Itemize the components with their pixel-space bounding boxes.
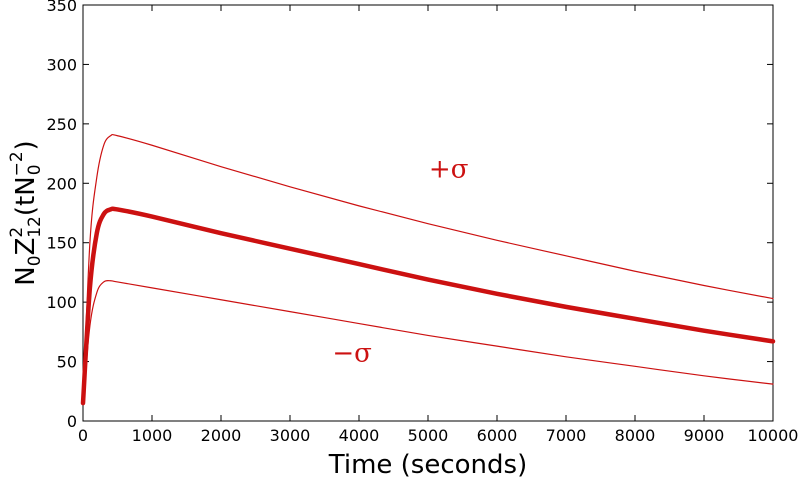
x-tick-label: 1000 — [132, 426, 173, 445]
x-tick-label: 8000 — [615, 426, 656, 445]
x-tick-label: 4000 — [339, 426, 380, 445]
y-label-base: N — [11, 266, 41, 285]
x-axis-label: Time (seconds) — [328, 450, 527, 480]
y-tick-label: 300 — [46, 55, 77, 74]
x-tick-label: 2000 — [201, 426, 242, 445]
y-axis-ticks: 0 50 100 150 200 250 300 350 — [46, 0, 773, 431]
y-label-inner-sup: −2 — [7, 151, 27, 176]
x-tick-label: 5000 — [408, 426, 449, 445]
y-tick-label: 200 — [46, 174, 77, 193]
y-label-var-sup: 2 — [7, 227, 27, 238]
series-layer — [80, 133, 776, 406]
x-tick-label: 0 — [78, 426, 88, 445]
x-tick-label: 3000 — [270, 426, 311, 445]
series-line-upper — [82, 133, 774, 404]
y-label-base-sub: 0 — [25, 255, 45, 266]
y-label-close: ) — [11, 140, 41, 150]
y-tick-label: 350 — [46, 0, 77, 15]
plot-area-border — [82, 4, 774, 422]
y-label-inner-sub: 0 — [25, 164, 45, 175]
x-tick-label: 10000 — [748, 426, 799, 445]
y-tick-label: 100 — [46, 293, 77, 312]
annotation-label: −σ — [332, 339, 372, 369]
series-line-mean — [80, 206, 776, 406]
y-tick-label: 250 — [46, 115, 77, 134]
y-tick-label: 50 — [57, 353, 77, 372]
y-label-var: Z — [11, 238, 41, 256]
y-label-var-sub: 12 — [25, 216, 45, 238]
x-axis-ticks: 0 1000 2000 3000 4000 5000 6000 7000 8000 9000 100… — [78, 5, 799, 445]
annotations: +σ −σ — [332, 154, 468, 368]
x-tick-label: 7000 — [546, 426, 587, 445]
plot-frame — [82, 4, 774, 422]
x-tick-label: 6000 — [477, 426, 518, 445]
y-label-open: (tN — [11, 176, 41, 216]
series-line-lower — [82, 280, 774, 404]
x-tick-label: 9000 — [684, 426, 725, 445]
y-tick-label: 0 — [67, 412, 77, 431]
y-axis-label: N0Z212(tN−20) — [7, 140, 45, 285]
y-tick-label: 150 — [46, 234, 77, 253]
annotation-label: +σ — [429, 154, 469, 184]
